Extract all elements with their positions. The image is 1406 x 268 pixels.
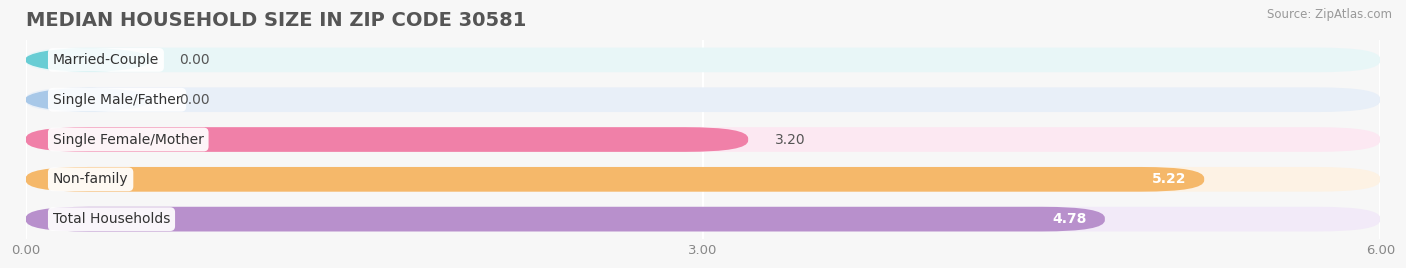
Text: 0.00: 0.00 [179, 93, 209, 107]
Text: MEDIAN HOUSEHOLD SIZE IN ZIP CODE 30581: MEDIAN HOUSEHOLD SIZE IN ZIP CODE 30581 [25, 11, 526, 30]
Circle shape [25, 49, 152, 71]
Text: Single Male/Father: Single Male/Father [53, 93, 181, 107]
Text: 4.78: 4.78 [1053, 212, 1087, 226]
Text: 0.00: 0.00 [179, 53, 209, 67]
Text: Total Households: Total Households [53, 212, 170, 226]
FancyBboxPatch shape [25, 167, 1381, 192]
FancyBboxPatch shape [25, 207, 1381, 232]
Text: 3.20: 3.20 [775, 132, 806, 147]
Text: Married-Couple: Married-Couple [53, 53, 159, 67]
Text: 5.22: 5.22 [1152, 172, 1187, 186]
FancyBboxPatch shape [25, 87, 1381, 112]
Text: Single Female/Mother: Single Female/Mother [53, 132, 204, 147]
Text: Non-family: Non-family [53, 172, 128, 186]
Text: Source: ZipAtlas.com: Source: ZipAtlas.com [1267, 8, 1392, 21]
FancyBboxPatch shape [25, 127, 1381, 152]
FancyBboxPatch shape [25, 127, 748, 152]
FancyBboxPatch shape [25, 47, 1381, 72]
FancyBboxPatch shape [25, 207, 1105, 232]
FancyBboxPatch shape [25, 167, 1204, 192]
Circle shape [25, 89, 152, 111]
